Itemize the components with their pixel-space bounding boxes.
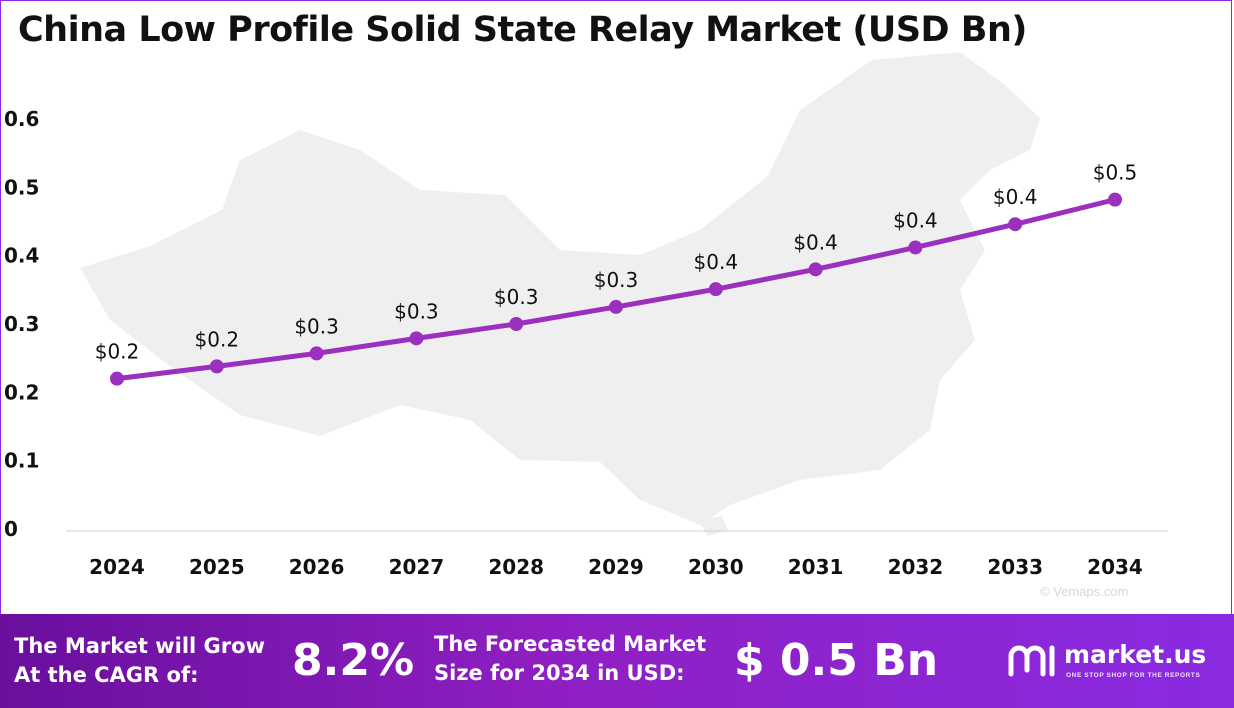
x-axis: 2024 2025 2026 2027 2028 2029 2030 2031 2032 2033… — [89, 555, 1143, 579]
data-label: $0.4 — [893, 208, 938, 232]
logo-name: market.us — [1064, 640, 1207, 669]
data-point — [509, 317, 524, 331]
line-chart: 0 0.1 0.2 0.3 0.4 0.5 0.6 2024 2025 2026 2027 2028… — [4, 52, 1168, 579]
data-point — [609, 299, 623, 314]
x-tick-label: 2031 — [788, 555, 844, 579]
x-tick-label: 2034 — [1087, 555, 1143, 579]
x-tick-label: 2028 — [488, 555, 544, 579]
data-point — [209, 359, 224, 374]
data-label: $0.2 — [95, 340, 140, 364]
data-point — [708, 282, 723, 297]
data-point — [1108, 192, 1122, 207]
data-label: $0.4 — [993, 185, 1038, 209]
map-credit: © Vemaps.com — [1040, 584, 1129, 599]
data-label: $0.3 — [594, 268, 639, 292]
data-label: $0.2 — [195, 327, 240, 351]
chart-title: China Low Profile Solid State Relay Mark… — [18, 10, 1027, 50]
y-tick-label: 0.3 — [4, 312, 39, 336]
y-tick-label: 0.6 — [4, 107, 39, 131]
x-tick-label: 2025 — [189, 555, 245, 579]
data-point — [908, 240, 923, 255]
china-map-background — [80, 52, 1040, 525]
cagr-label: The Market will Grow At the CAGR of: — [14, 634, 265, 687]
y-tick-label: 0.1 — [4, 449, 39, 473]
x-tick-label: 2029 — [588, 555, 644, 579]
data-label: $0.4 — [694, 250, 739, 274]
data-label: $0.3 — [394, 299, 439, 323]
y-axis: 0 0.1 0.2 0.3 0.4 0.5 0.6 — [4, 107, 39, 541]
x-tick-label: 2030 — [688, 555, 744, 579]
y-tick-label: 0.2 — [4, 380, 39, 404]
data-label: $0.3 — [294, 314, 339, 338]
x-tick-label: 2033 — [987, 555, 1043, 579]
forecast-value: $ 0.5 Bn — [734, 635, 939, 686]
logo-tagline: ONE STOP SHOP FOR THE REPORTS — [1066, 672, 1201, 679]
y-tick-label: 0.4 — [4, 244, 39, 268]
data-label: $0.3 — [494, 285, 539, 309]
y-tick-label: 0 — [4, 517, 18, 541]
y-tick-label: 0.5 — [4, 175, 39, 199]
data-label: $0.5 — [1093, 161, 1138, 185]
forecast-label: The Forecasted Market Size for 2034 in U… — [434, 632, 707, 685]
summary-banner: The Market will Grow At the CAGR of: 8.2… — [0, 614, 1234, 708]
cagr-value: 8.2% — [292, 635, 415, 686]
data-point — [309, 346, 324, 361]
data-label: $0.4 — [793, 230, 838, 254]
x-tick-label: 2024 — [89, 555, 145, 579]
data-point — [110, 371, 124, 386]
data-point — [1008, 217, 1023, 232]
market-us-logo-icon — [1008, 645, 1055, 677]
data-point — [808, 262, 823, 277]
x-tick-label: 2027 — [389, 555, 445, 579]
x-tick-label: 2032 — [888, 555, 944, 579]
x-tick-label: 2026 — [289, 555, 345, 579]
data-point — [409, 331, 424, 346]
